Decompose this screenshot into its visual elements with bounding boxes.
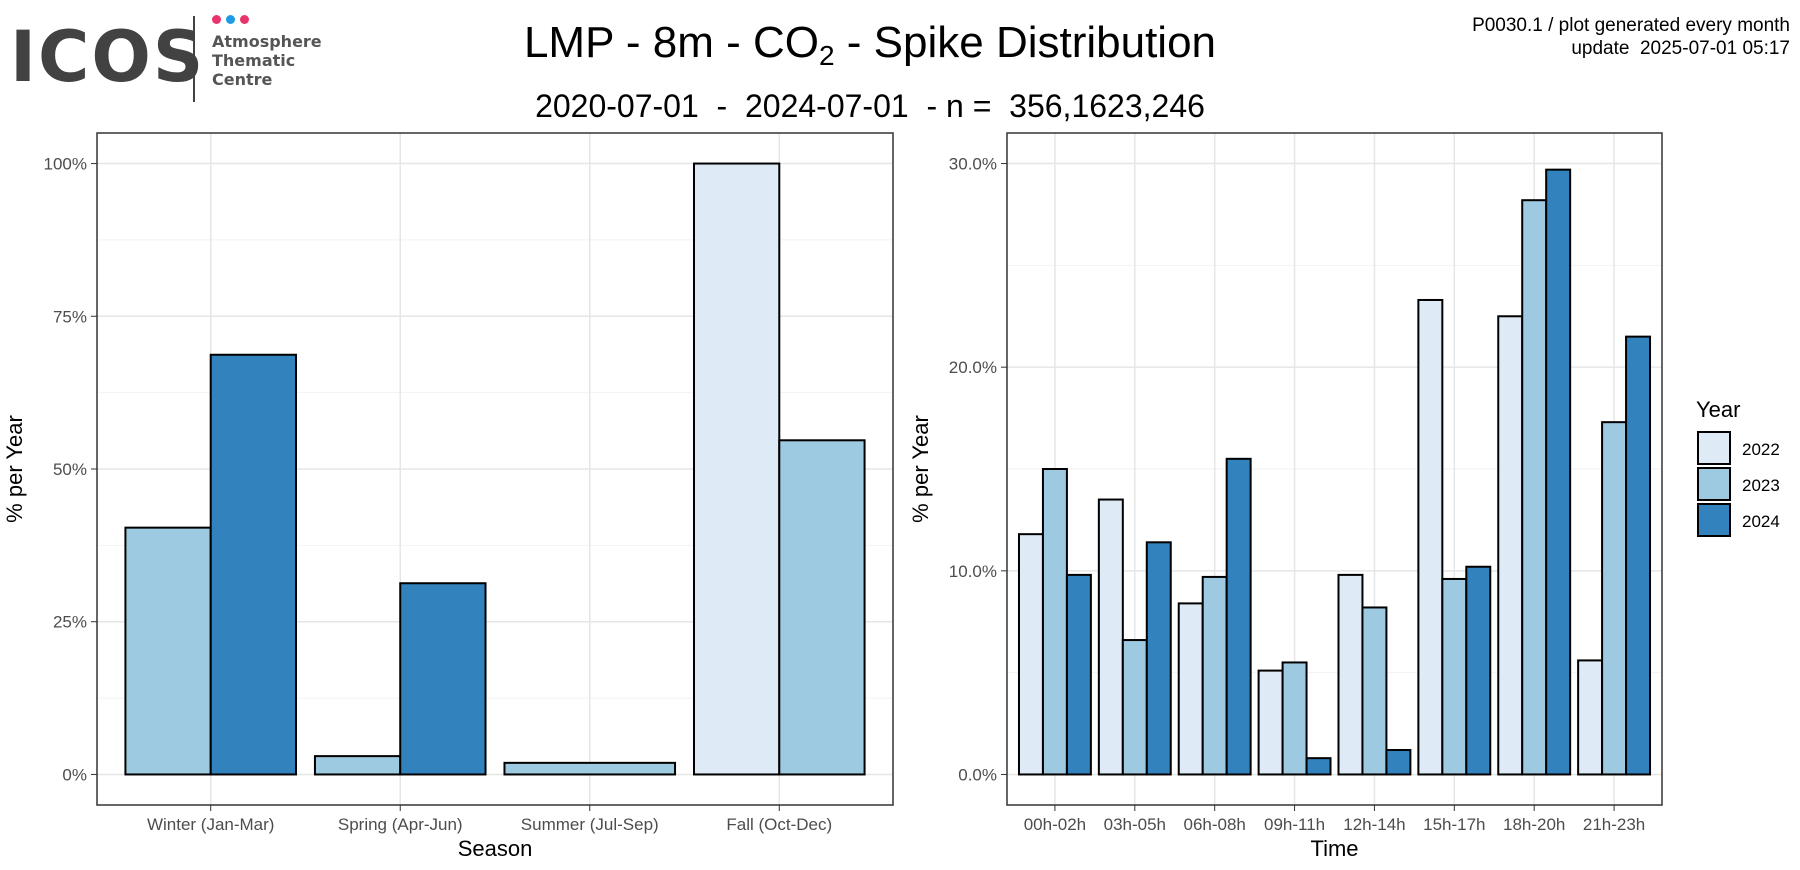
y-axis-title: % per Year: [2, 415, 27, 523]
bar: [1385, 749, 1412, 776]
title-prefix: LMP - 8m - CO: [523, 18, 819, 67]
logo-dot: [226, 15, 235, 24]
page-subtitle: 2020-07-01 - 2024-07-01 - n = 356,1623,2…: [535, 88, 1205, 124]
title-suffix: - Spike Distribution: [834, 18, 1217, 67]
x-tick-label: Fall (Oct-Dec): [726, 815, 832, 834]
x-tick-label: 18h-20h: [1503, 815, 1565, 834]
x-tick-label: Summer (Jul-Sep): [521, 815, 659, 834]
page-title: LMP - 8m - CO2 - Spike Distribution: [470, 18, 1270, 72]
bar: [1097, 498, 1124, 776]
bar: [1625, 335, 1652, 776]
bar: [209, 353, 297, 776]
chart-panel-1: 0% 25% 50% 75% 100% Winter (Jan-Mar) Spring (A…: [2, 132, 894, 861]
bar: [1465, 565, 1492, 776]
panel-border: [96, 132, 894, 806]
bar: [1521, 199, 1548, 776]
x-tick-label: 09h-11h: [1264, 815, 1325, 834]
x-tick-label: 00h-02h: [1024, 815, 1086, 834]
title-subscript: 2: [818, 40, 835, 71]
bar: [1201, 575, 1228, 776]
logo-line-3: Centre: [212, 70, 273, 89]
y-tick-label: 25%: [53, 613, 87, 632]
x-axis-title: Season: [458, 836, 533, 861]
y-tick-label: 20.0%: [949, 358, 997, 377]
y-tick-label: 75%: [53, 307, 87, 326]
legend-swatch: [1697, 431, 1731, 465]
bar: [1577, 659, 1604, 776]
bar: [313, 755, 402, 776]
meta-line-1: P0030.1 / plot generated every month: [1472, 15, 1790, 36]
y-tick-label: 10.0%: [949, 562, 997, 581]
logo-line-2: Thematic: [212, 51, 296, 70]
plot-meta: P0030.1 / plot generated every month upd…: [1472, 14, 1790, 60]
y-tick-label: 50%: [53, 460, 87, 479]
bar: [1145, 541, 1172, 776]
icos-logo: ICOS Atmosphere Thematic Centre: [10, 12, 330, 107]
legend-swatch: [1697, 467, 1731, 501]
bar: [693, 162, 781, 776]
bar: [1065, 573, 1092, 776]
x-tick-label: Spring (Apr-Jun): [338, 815, 463, 834]
x-axis-title: Time: [1310, 836, 1358, 861]
x-tick-label: 21h-23h: [1583, 815, 1645, 834]
legend-label: 2023: [1742, 476, 1780, 495]
legend-label: 2022: [1742, 440, 1780, 459]
bar: [1497, 315, 1524, 776]
bar: [1281, 661, 1308, 776]
bar: [1225, 457, 1252, 776]
logo-line-1: Atmosphere: [212, 32, 322, 51]
bar: [1361, 606, 1388, 776]
bar: [778, 439, 866, 776]
logo-word: ICOS: [10, 16, 206, 98]
bar: [1545, 168, 1572, 776]
bar: [503, 761, 677, 776]
bar: [399, 582, 487, 776]
x-tick-label: 15h-17h: [1423, 815, 1485, 834]
bar: [1017, 533, 1044, 776]
panel-border: [1006, 132, 1663, 806]
bar: [1305, 757, 1332, 776]
logo-subtitle: Atmosphere Thematic Centre: [212, 32, 322, 89]
x-tick-label: 06h-08h: [1183, 815, 1245, 834]
legend-title: Year: [1696, 397, 1740, 422]
y-tick-label: 30.0%: [949, 155, 997, 174]
bar: [1121, 639, 1148, 776]
bar: [1441, 577, 1468, 776]
y-tick-label: 100%: [44, 155, 87, 174]
x-tick-label: Winter (Jan-Mar): [147, 815, 275, 834]
legend-swatch: [1697, 503, 1731, 537]
bar: [1177, 602, 1204, 776]
y-tick-label: 0%: [62, 765, 87, 784]
x-tick-label: 03h-05h: [1104, 815, 1166, 834]
logo-dot: [212, 15, 221, 24]
logo-dots: [212, 15, 252, 27]
bar: [1337, 573, 1364, 776]
bar: [1041, 468, 1068, 776]
bar: [124, 526, 212, 776]
logo-divider: [193, 16, 195, 102]
y-axis-title: % per Year: [908, 415, 933, 523]
bar: [1417, 298, 1444, 776]
chart-panel-2: 0.0% 10.0% 20.0% 30.0% 00h-02h 03h-05h 06h-08h…: [908, 132, 1663, 861]
x-tick-label: 12h-14h: [1343, 815, 1405, 834]
bar: [1601, 421, 1628, 776]
legend-label: 2024: [1742, 512, 1780, 531]
logo-dot: [240, 15, 249, 24]
meta-line-2: update 2025-07-01 05:17: [1571, 38, 1790, 59]
y-tick-label: 0.0%: [958, 765, 997, 784]
bar: [1257, 669, 1284, 776]
